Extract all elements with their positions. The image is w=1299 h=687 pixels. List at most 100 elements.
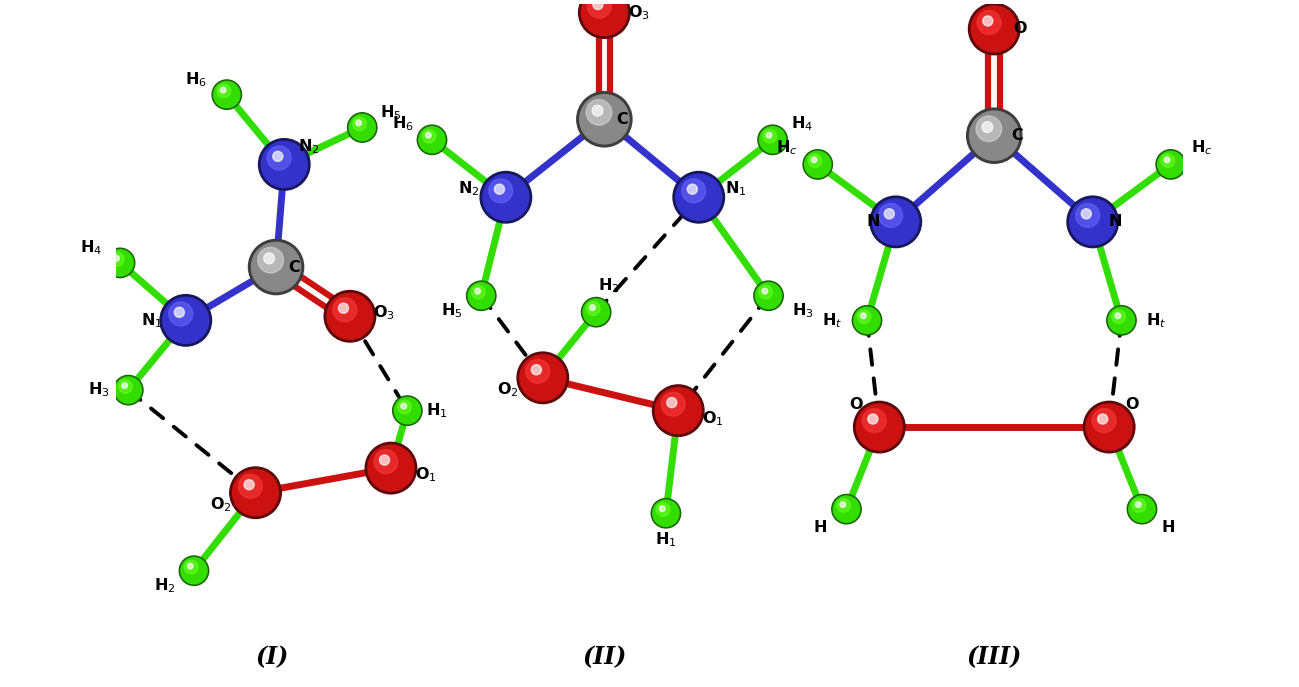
Text: H$_5$: H$_5$ — [381, 103, 401, 122]
Circle shape — [578, 0, 630, 38]
Circle shape — [804, 151, 831, 177]
Text: H: H — [1161, 519, 1176, 534]
Text: H: H — [813, 519, 827, 534]
Circle shape — [1098, 414, 1108, 424]
Circle shape — [853, 307, 881, 333]
Circle shape — [233, 470, 278, 516]
Circle shape — [834, 496, 860, 522]
Circle shape — [757, 125, 787, 155]
Text: H$_c$: H$_c$ — [1191, 139, 1213, 157]
Text: O$_2$: O$_2$ — [498, 381, 520, 399]
Text: N$_2$: N$_2$ — [459, 180, 479, 199]
Circle shape — [976, 116, 1002, 142]
Circle shape — [651, 499, 681, 528]
Circle shape — [863, 409, 886, 433]
Circle shape — [365, 442, 417, 494]
Circle shape — [352, 117, 366, 131]
Circle shape — [873, 199, 918, 245]
Circle shape — [230, 467, 282, 519]
Circle shape — [1128, 495, 1156, 524]
Text: H$_3$: H$_3$ — [792, 301, 813, 320]
Circle shape — [184, 560, 197, 574]
Text: H$_4$: H$_4$ — [791, 114, 813, 133]
Circle shape — [468, 282, 495, 309]
Circle shape — [586, 100, 612, 125]
Text: N: N — [1109, 214, 1122, 229]
Circle shape — [217, 84, 231, 98]
Circle shape — [212, 80, 242, 109]
Circle shape — [878, 203, 903, 227]
Circle shape — [526, 359, 549, 383]
Circle shape — [531, 365, 542, 375]
Circle shape — [179, 556, 209, 585]
Circle shape — [1157, 151, 1183, 177]
Circle shape — [1066, 196, 1118, 247]
Circle shape — [1135, 502, 1142, 508]
Circle shape — [252, 243, 300, 292]
Circle shape — [592, 0, 603, 10]
Circle shape — [261, 142, 308, 188]
Circle shape — [766, 133, 772, 138]
Circle shape — [811, 157, 817, 163]
Text: H$_t$: H$_t$ — [1146, 311, 1167, 330]
Text: N$_1$: N$_1$ — [140, 311, 162, 330]
Circle shape — [857, 310, 870, 324]
Text: O: O — [1013, 21, 1028, 36]
Text: H$_2$: H$_2$ — [153, 576, 175, 595]
Circle shape — [656, 503, 670, 517]
Circle shape — [356, 120, 361, 126]
Text: H$_6$: H$_6$ — [184, 71, 207, 89]
Text: C: C — [1012, 128, 1024, 143]
Circle shape — [983, 16, 992, 26]
Circle shape — [652, 385, 704, 436]
Circle shape — [327, 293, 373, 339]
Circle shape — [474, 289, 481, 294]
Circle shape — [582, 297, 611, 327]
Circle shape — [590, 304, 595, 311]
Circle shape — [852, 306, 882, 335]
Circle shape — [426, 133, 431, 138]
Circle shape — [483, 174, 529, 221]
Circle shape — [517, 352, 569, 403]
Circle shape — [582, 0, 627, 36]
Text: O$_1$: O$_1$ — [414, 465, 436, 484]
Circle shape — [221, 87, 226, 93]
Circle shape — [760, 126, 786, 153]
Circle shape — [966, 108, 1022, 164]
Circle shape — [1129, 496, 1155, 522]
Text: O$_3$: O$_3$ — [627, 3, 650, 22]
Circle shape — [239, 474, 262, 498]
Circle shape — [169, 302, 192, 326]
Circle shape — [837, 499, 851, 513]
Circle shape — [1083, 401, 1135, 453]
Circle shape — [422, 129, 436, 143]
Circle shape — [969, 3, 1020, 55]
Text: H$_t$: H$_t$ — [822, 311, 843, 330]
Circle shape — [1112, 310, 1125, 324]
Text: H$_1$: H$_1$ — [426, 401, 448, 420]
Circle shape — [840, 502, 846, 508]
Circle shape — [763, 129, 777, 143]
Text: H$_4$: H$_4$ — [79, 239, 101, 258]
Circle shape — [577, 91, 631, 147]
Circle shape — [394, 398, 421, 424]
Circle shape — [763, 289, 768, 294]
Circle shape — [583, 299, 609, 325]
Circle shape — [1164, 157, 1170, 163]
Circle shape — [116, 377, 142, 403]
Circle shape — [481, 172, 531, 223]
Text: H$_1$: H$_1$ — [655, 530, 677, 549]
Circle shape — [122, 383, 127, 388]
Circle shape — [418, 126, 446, 153]
Circle shape — [368, 445, 414, 491]
Text: H$_2$: H$_2$ — [598, 277, 620, 295]
Circle shape — [661, 392, 685, 416]
Text: N$_2$: N$_2$ — [297, 137, 320, 156]
Circle shape — [339, 303, 348, 313]
Circle shape — [1156, 150, 1186, 179]
Text: H$_3$: H$_3$ — [88, 381, 109, 399]
Circle shape — [105, 248, 135, 278]
Circle shape — [244, 480, 255, 490]
Circle shape — [392, 396, 422, 425]
Circle shape — [753, 281, 783, 311]
